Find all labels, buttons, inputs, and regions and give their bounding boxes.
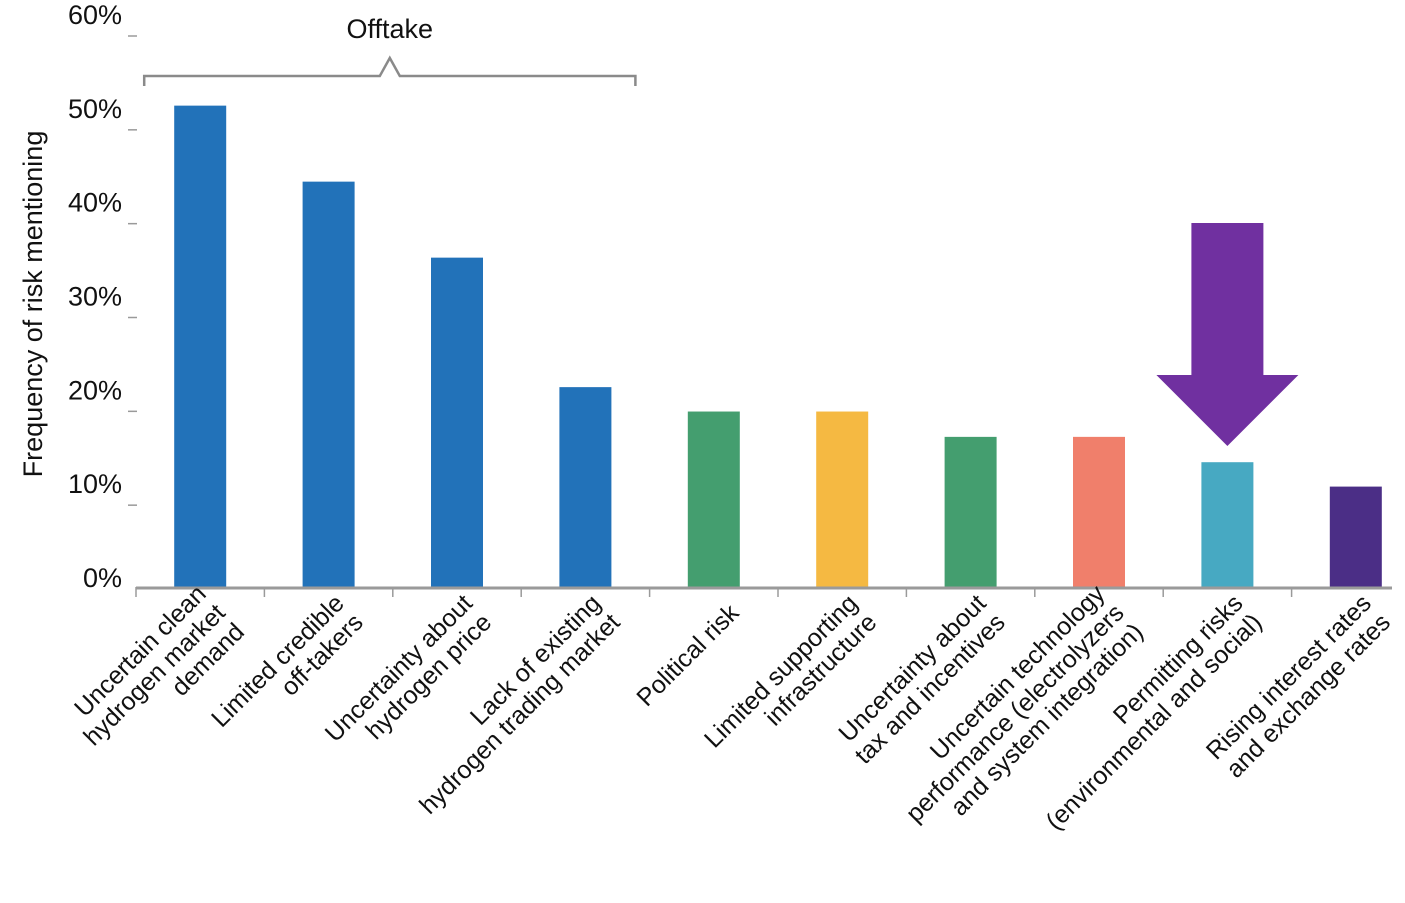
bar <box>687 411 740 587</box>
group-label: Offtake <box>347 14 434 44</box>
y-tick-label: 40% <box>68 188 122 218</box>
y-axis-title: Frequency of risk mentioning <box>18 131 48 478</box>
x-tick-label: Uncertain cleanhydrogen marketdemand <box>59 580 250 771</box>
y-tick-label: 60% <box>68 0 122 30</box>
highlight-arrow <box>1156 223 1299 446</box>
y-axis: 0% 10% 20% 30% 40% 50% 60% <box>68 0 137 593</box>
bar <box>559 387 612 587</box>
bar <box>1201 462 1254 587</box>
annotations: Offtake <box>142 14 1299 446</box>
x-tick-label-line: Political risk <box>631 598 744 711</box>
bar <box>944 436 997 587</box>
x-tick-label: Political risk <box>631 598 744 711</box>
bar <box>816 411 869 587</box>
y-tick-label: 0% <box>83 563 122 593</box>
bracket <box>142 55 637 86</box>
bars <box>174 105 1382 587</box>
bar <box>1073 436 1125 587</box>
y-tick-label: 10% <box>68 469 122 499</box>
y-tick-label: 20% <box>68 375 122 405</box>
y-tick-label: 30% <box>68 282 122 312</box>
bar <box>1329 486 1382 587</box>
bar <box>431 257 483 587</box>
bar <box>174 105 227 587</box>
bar <box>302 181 355 587</box>
y-tick-label: 50% <box>68 94 122 124</box>
x-axis: Uncertain cleanhydrogen marketdemandLimi… <box>59 579 1396 835</box>
